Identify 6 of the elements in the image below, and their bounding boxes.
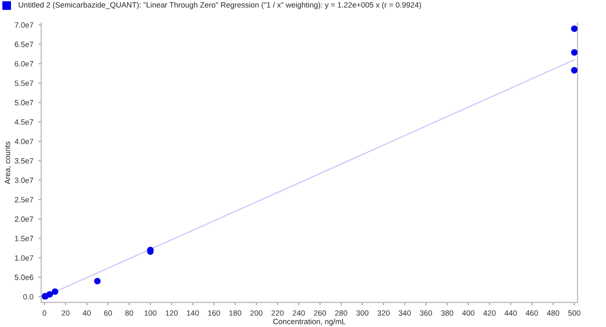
point bbox=[571, 49, 578, 56]
point bbox=[52, 288, 58, 295]
point bbox=[46, 291, 53, 298]
point bbox=[571, 67, 578, 74]
point bbox=[94, 278, 101, 284]
point bbox=[571, 25, 578, 32]
